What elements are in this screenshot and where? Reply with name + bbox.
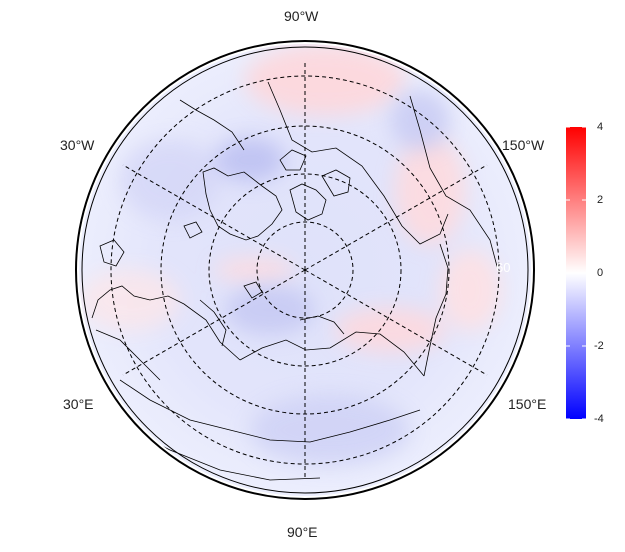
lon-label-lower-left: 30°E [63,396,94,412]
graticule-ring [110,75,500,465]
graticule-ring-label: 60 [496,260,510,275]
warm-anomaly-patches [80,45,500,352]
colorbar [566,126,586,420]
map-border-outer [75,40,535,500]
colorbar-tick-label: 0 [597,267,604,279]
colorbar-tick-label: 2 [597,194,604,206]
lon-label-upper-right: 150°W [502,137,545,153]
lon-label-lower-right: 150°E [508,396,547,412]
graticule-ring [256,221,354,319]
lon-label-upper-left: 30°W [60,137,95,153]
colorbar-tick-label: -4 [594,413,604,425]
map-border-inner [81,46,529,494]
graticule-ring [208,173,402,367]
colorbar-tick-label: -2 [594,340,604,352]
cold-anomaly-patches [120,90,450,465]
lon-label-bottom: 90°E [287,524,318,540]
coastlines [91,81,499,481]
meridian-spoke [122,269,306,376]
meridian-spoke [122,164,306,271]
colorbar-ticks [566,126,586,420]
colorbar-tick-label: 4 [597,121,604,133]
meridian-spoke [304,269,488,376]
lon-label-top: 90°W [284,8,319,24]
meridian-spoke [304,164,488,271]
colorbar-ramp [566,127,586,419]
graticule [110,60,500,480]
